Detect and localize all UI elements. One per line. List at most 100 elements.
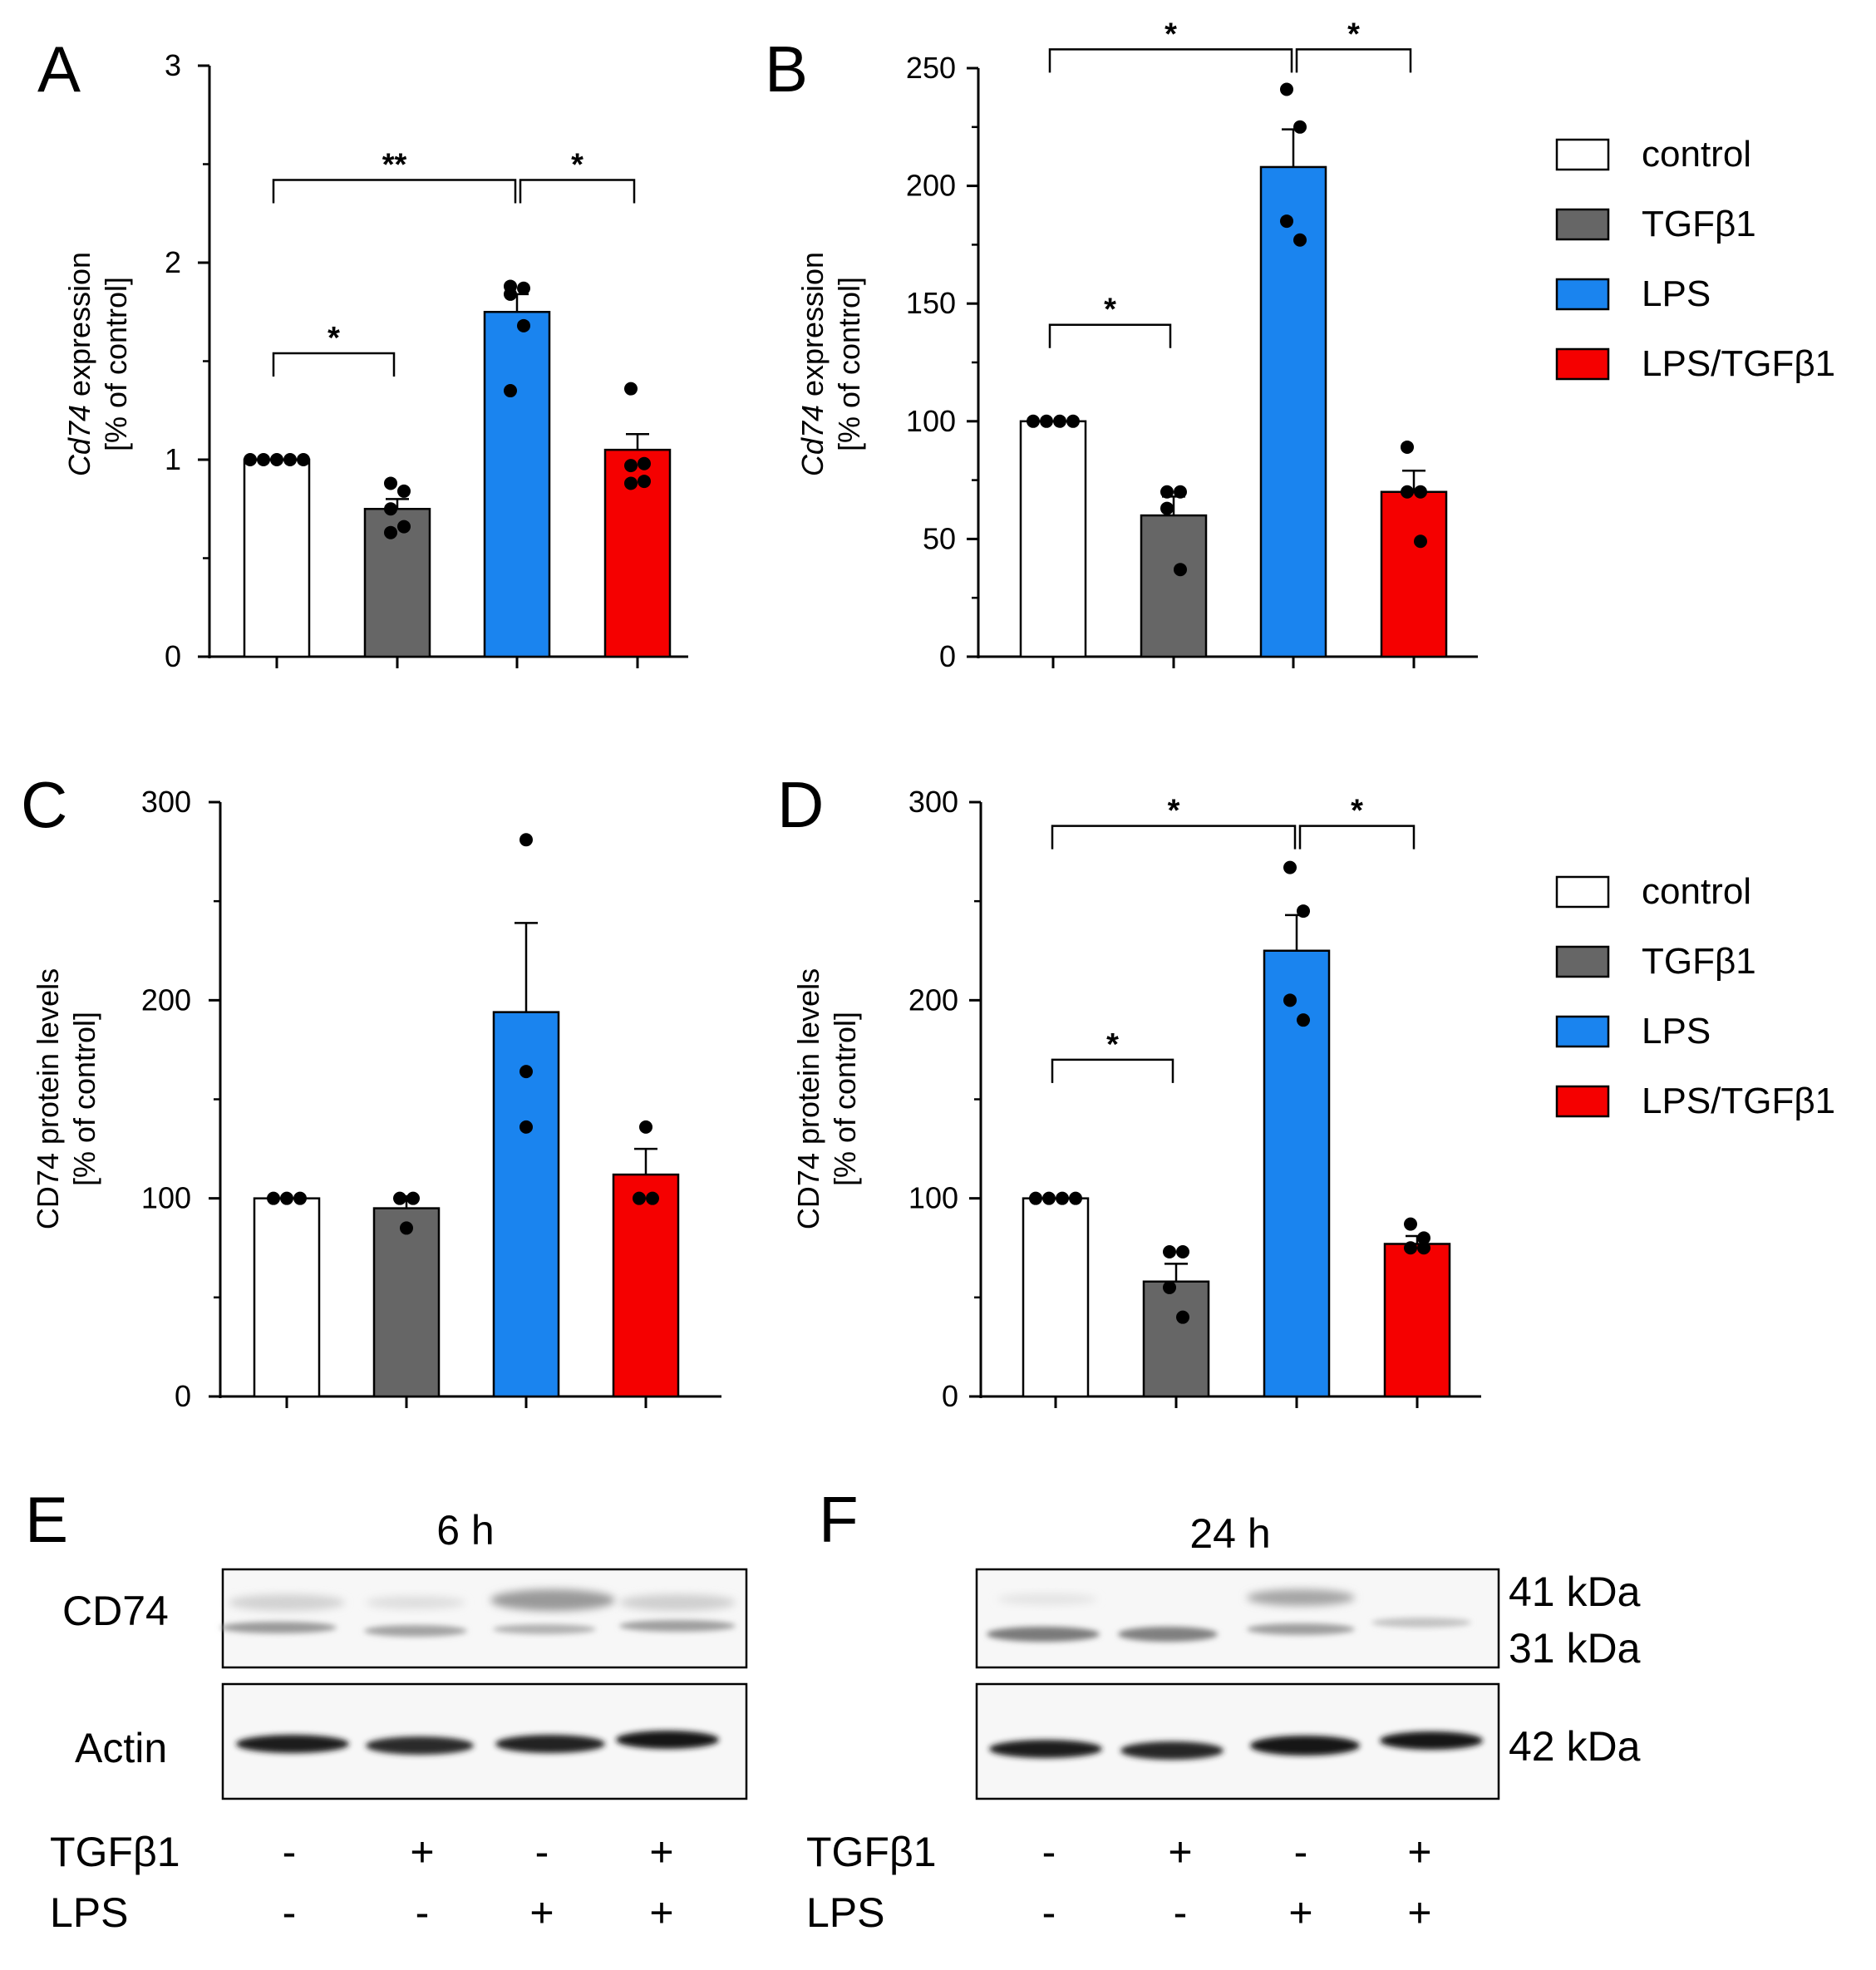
y-tick-label-a-0: 0	[165, 639, 181, 673]
blot-row-label-actin: Actin	[75, 1725, 167, 1771]
y-tick-label-a-1: 1	[165, 442, 181, 476]
y-tick-label-d-2: 200	[908, 983, 958, 1017]
data-point-d-1-0	[1163, 1245, 1176, 1259]
y-axis-title-b: Cd74 expression [% of control]	[795, 252, 866, 476]
significance-label-d-2: *	[1351, 794, 1363, 829]
band-actin-lane1-e	[236, 1735, 349, 1753]
band-actin-lane1-f	[989, 1740, 1102, 1758]
tgf-sign-f-4: +	[1407, 1829, 1431, 1875]
band-31-lane4-f	[1371, 1618, 1471, 1628]
blot-row-label-cd74: CD74	[62, 1588, 169, 1634]
significance-bracket-b-0	[1048, 323, 1172, 348]
legend-label-legend1-2: LPS	[1642, 273, 1711, 314]
significance-bracket-a-2	[519, 179, 636, 204]
panel-letter-f: F	[819, 1483, 859, 1556]
legend-swatch-legend1-0	[1555, 138, 1610, 171]
bar-a-3	[603, 448, 672, 658]
y-tick-label-c-2: 200	[141, 983, 191, 1017]
data-point-a-3-2	[624, 459, 638, 473]
band-41-lane1-f	[997, 1593, 1097, 1605]
tgf-sign-e-2: +	[410, 1829, 434, 1875]
data-point-a-1-0	[384, 476, 397, 490]
significance-bracket-a-1	[272, 179, 517, 204]
y-tick-label-b-1: 50	[923, 521, 956, 555]
legend-swatch-legend2-1	[1555, 945, 1610, 978]
tgf-sign-e-4: +	[649, 1829, 673, 1875]
bar-d-0	[1022, 1197, 1090, 1398]
y-tick-label-a-3: 3	[165, 48, 181, 82]
significance-label-a-0: *	[327, 321, 340, 356]
y-tick-label-b-2: 100	[906, 404, 956, 438]
svg-text:Cd74 expression: Cd74 expression	[62, 252, 96, 476]
significance-label-d-0: *	[1106, 1027, 1119, 1062]
data-point-c-3-1	[633, 1191, 646, 1205]
data-point-a-1-1	[397, 484, 411, 498]
data-point-b-0-3	[1066, 414, 1080, 428]
chart-panel-a: A Cd74 expression [% of control] 0123***…	[37, 32, 688, 673]
western-blot-e: E 6 h CD74 Actin TGFβ1 LPS - + - + - - +…	[25, 1483, 748, 1936]
data-point-b-3-2	[1414, 485, 1427, 499]
data-point-b-3-0	[1401, 440, 1414, 454]
bar-a-2	[483, 311, 551, 658]
svg-text:Cd74 expression: Cd74 expression	[795, 252, 830, 476]
bar-b-1	[1140, 514, 1208, 658]
kda-label-31: 31 kDa	[1509, 1625, 1641, 1672]
data-point-b-1-2	[1160, 501, 1174, 515]
legend-swatch-legend2-3	[1555, 1085, 1610, 1118]
bar-b-2	[1259, 165, 1327, 658]
band-31-lane3-f	[1247, 1623, 1355, 1635]
treatment-label-tgf-e: TGFβ1	[50, 1829, 180, 1875]
panel-letter-a: A	[37, 32, 81, 106]
data-point-a-0-4	[297, 453, 310, 466]
significance-label-b-1: *	[1164, 17, 1177, 52]
data-point-c-1-1	[406, 1191, 420, 1205]
significance-label-d-1: *	[1168, 794, 1180, 829]
data-point-a-1-2	[384, 502, 397, 516]
bar-a-0	[243, 458, 311, 658]
tgf-sign-e-1: -	[283, 1829, 297, 1875]
significance-bracket-d-1	[1051, 825, 1297, 850]
data-point-a-2-3	[517, 318, 530, 332]
data-point-d-3-0	[1404, 1217, 1417, 1231]
data-point-d-3-2	[1404, 1241, 1417, 1255]
data-point-b-3-1	[1401, 485, 1414, 499]
data-point-a-1-3	[397, 520, 411, 534]
lps-sign-f-2: -	[1174, 1889, 1188, 1936]
lps-sign-e-1: -	[283, 1889, 297, 1936]
chart-panel-c: C CD74 protein levels [% of control] 0 10…	[21, 768, 721, 1413]
data-point-d-0-1	[1042, 1191, 1056, 1205]
data-point-c-3-0	[639, 1120, 652, 1134]
y-tick-label-b-5: 250	[906, 51, 956, 85]
data-point-a-3-4	[624, 476, 638, 490]
band-41-lane3-f	[1247, 1589, 1355, 1606]
y-tick-label-b-0: 0	[939, 639, 956, 673]
significance-bracket-b-2	[1295, 48, 1412, 73]
data-point-b-2-2	[1280, 214, 1293, 229]
y-axis-title-text-b: expression	[795, 252, 830, 405]
significance-label-b-2: *	[1347, 17, 1360, 52]
data-point-d-2-0	[1283, 860, 1297, 874]
band-actin-lane4-e	[616, 1731, 719, 1749]
band-41-lane3-e	[490, 1589, 615, 1611]
kda-label-41: 41 kDa	[1509, 1569, 1641, 1615]
y-tick-label-c-1: 100	[141, 1181, 191, 1215]
data-point-d-1-1	[1176, 1245, 1189, 1259]
bar-a-1	[363, 508, 431, 658]
data-point-b-3-3	[1414, 534, 1427, 549]
lps-sign-f-3: +	[1288, 1889, 1312, 1936]
data-point-a-0-3	[283, 453, 297, 466]
y-axis-title-line2-a: [% of control]	[99, 277, 133, 451]
y-axis-title-text-d: CD74 protein levels	[791, 968, 825, 1229]
y-axis-title-c: CD74 protein levels [% of control]	[31, 968, 101, 1229]
data-point-a-3-1	[638, 456, 651, 470]
legend-swatch-legend1-3	[1555, 347, 1610, 381]
band-actin-lane3-f	[1250, 1736, 1360, 1756]
y-tick-label-b-3: 150	[906, 286, 956, 320]
data-point-c-0-0	[267, 1191, 280, 1205]
data-point-a-2-4	[504, 384, 517, 398]
data-point-c-0-2	[293, 1191, 307, 1205]
bar-d-2	[1263, 949, 1331, 1398]
band-31-lane2-f	[1118, 1627, 1218, 1642]
data-point-c-2-2	[519, 1120, 533, 1134]
data-point-a-1-4	[384, 525, 397, 539]
